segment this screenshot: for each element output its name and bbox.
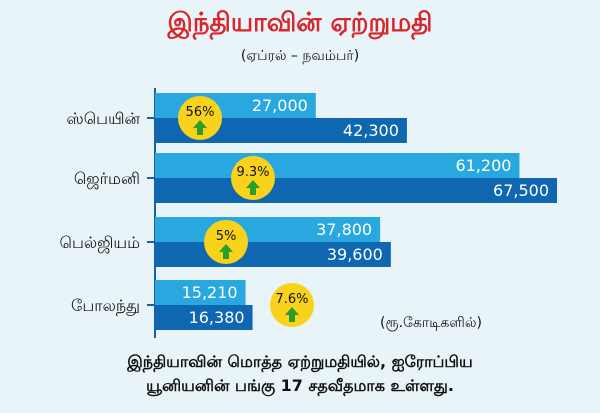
- footnote-line-1: இந்தியாவின் மொத்த ஏற்றுமதியில், ஐரோப்பிய: [127, 352, 473, 371]
- value-label-series-2: 67,500: [493, 181, 549, 200]
- footnote: இந்தியாவின் மொத்த ஏற்றுமதியில், ஐரோப்பிய…: [0, 350, 600, 398]
- growth-badge: [204, 220, 248, 264]
- chart-title: இந்தியாவின் ஏற்றுமதி: [167, 8, 433, 38]
- growth-percent-label: 56%: [186, 105, 215, 120]
- bar-series-1: [155, 153, 520, 178]
- up-arrow-icon: [219, 244, 233, 259]
- value-label-series-1: 61,200: [455, 156, 511, 175]
- value-label-series-2: 16,380: [189, 308, 245, 327]
- bar-series-2: [155, 242, 391, 267]
- category-label: பெல்ஜியம்: [60, 233, 141, 253]
- bar-series-1: [155, 280, 246, 305]
- value-label-series-1: 15,210: [182, 283, 238, 302]
- up-arrow-icon: [193, 120, 207, 135]
- bar-series-2: [155, 305, 253, 330]
- bar-series-2: [155, 178, 557, 203]
- category-label: ஜெர்மனி: [74, 169, 140, 189]
- up-arrow-icon: [285, 307, 299, 322]
- category-label: ஸ்பெயின்: [67, 109, 141, 128]
- footnote-line-2: யூனியனின் பங்கு 17 சதவீதமாக உள்ளது.: [146, 376, 454, 395]
- value-label-series-2: 39,600: [327, 245, 383, 264]
- growth-percent-label: 7.6%: [275, 292, 308, 307]
- growth-badge: [178, 96, 222, 140]
- value-label-series-1: 37,800: [316, 220, 372, 239]
- category-label: போலந்து: [71, 296, 140, 316]
- chart-subtitle: (ஏப்ரல் – நவம்பர்): [240, 48, 360, 64]
- value-label-series-2: 42,300: [343, 121, 399, 140]
- growth-percent-label: 5%: [216, 229, 237, 244]
- bar-series-1: [155, 217, 381, 242]
- growth-badge: [270, 283, 314, 327]
- growth-percent-label: 9.3%: [236, 165, 269, 180]
- up-arrow-icon: [246, 180, 260, 195]
- unit-label: (ரூ.கோடிகளில்): [380, 315, 482, 331]
- growth-badge: [231, 156, 275, 200]
- value-label-series-1: 27,000: [252, 96, 308, 115]
